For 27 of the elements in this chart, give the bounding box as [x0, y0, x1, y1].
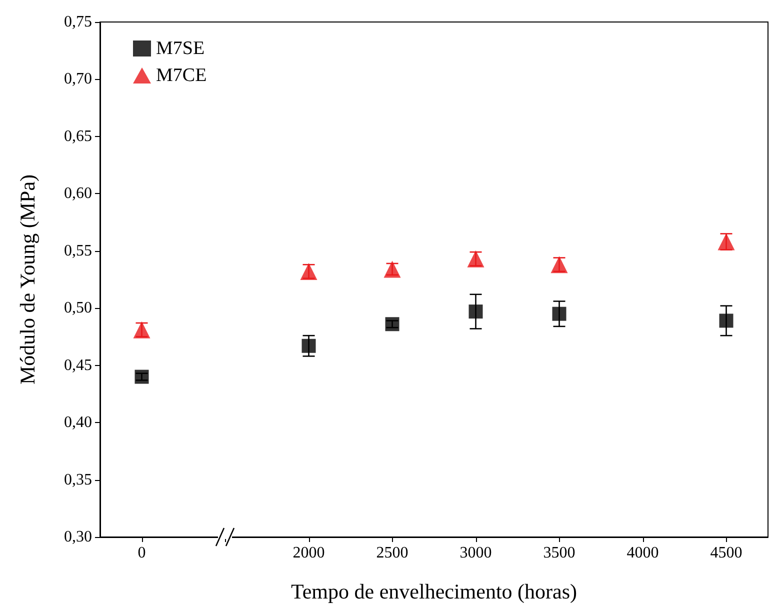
legend-label: M7SE	[156, 38, 205, 59]
point	[719, 314, 734, 328]
x-tick-label: 4000	[626, 544, 659, 562]
point	[302, 338, 316, 353]
y-tick-label: 0,40	[64, 414, 92, 432]
y-tick-label: 0,50	[64, 300, 92, 317]
x-tick-label: 2000	[292, 544, 325, 562]
x-tick-label: 2500	[376, 544, 408, 562]
y-tick-label: 0,75	[64, 14, 92, 30]
x-tick-label: 4500	[710, 544, 742, 562]
y-tick-label: 0,60	[64, 185, 92, 202]
y-tick-label: 0,55	[64, 242, 92, 260]
legend-label: M7CE	[156, 65, 207, 86]
x-tick-label: 0	[138, 544, 146, 562]
y-tick-label: 0,65	[64, 128, 92, 145]
y-tick-label: 0,45	[64, 356, 92, 374]
point	[552, 306, 566, 321]
y-axis-title: Módulo de Young (MPa)	[16, 174, 40, 385]
y-tick-label: 0,35	[64, 471, 92, 488]
y-tick-label: 0,70	[64, 70, 92, 88]
x-axis-title: Tempo de envelhecimento (horas)	[290, 580, 578, 604]
point	[468, 304, 483, 319]
point	[385, 317, 400, 332]
y-tick-label: 0,30	[64, 528, 92, 546]
x-tick-label: 3000	[460, 544, 492, 562]
x-tick-label: 3500	[543, 544, 576, 562]
point	[134, 370, 149, 384]
